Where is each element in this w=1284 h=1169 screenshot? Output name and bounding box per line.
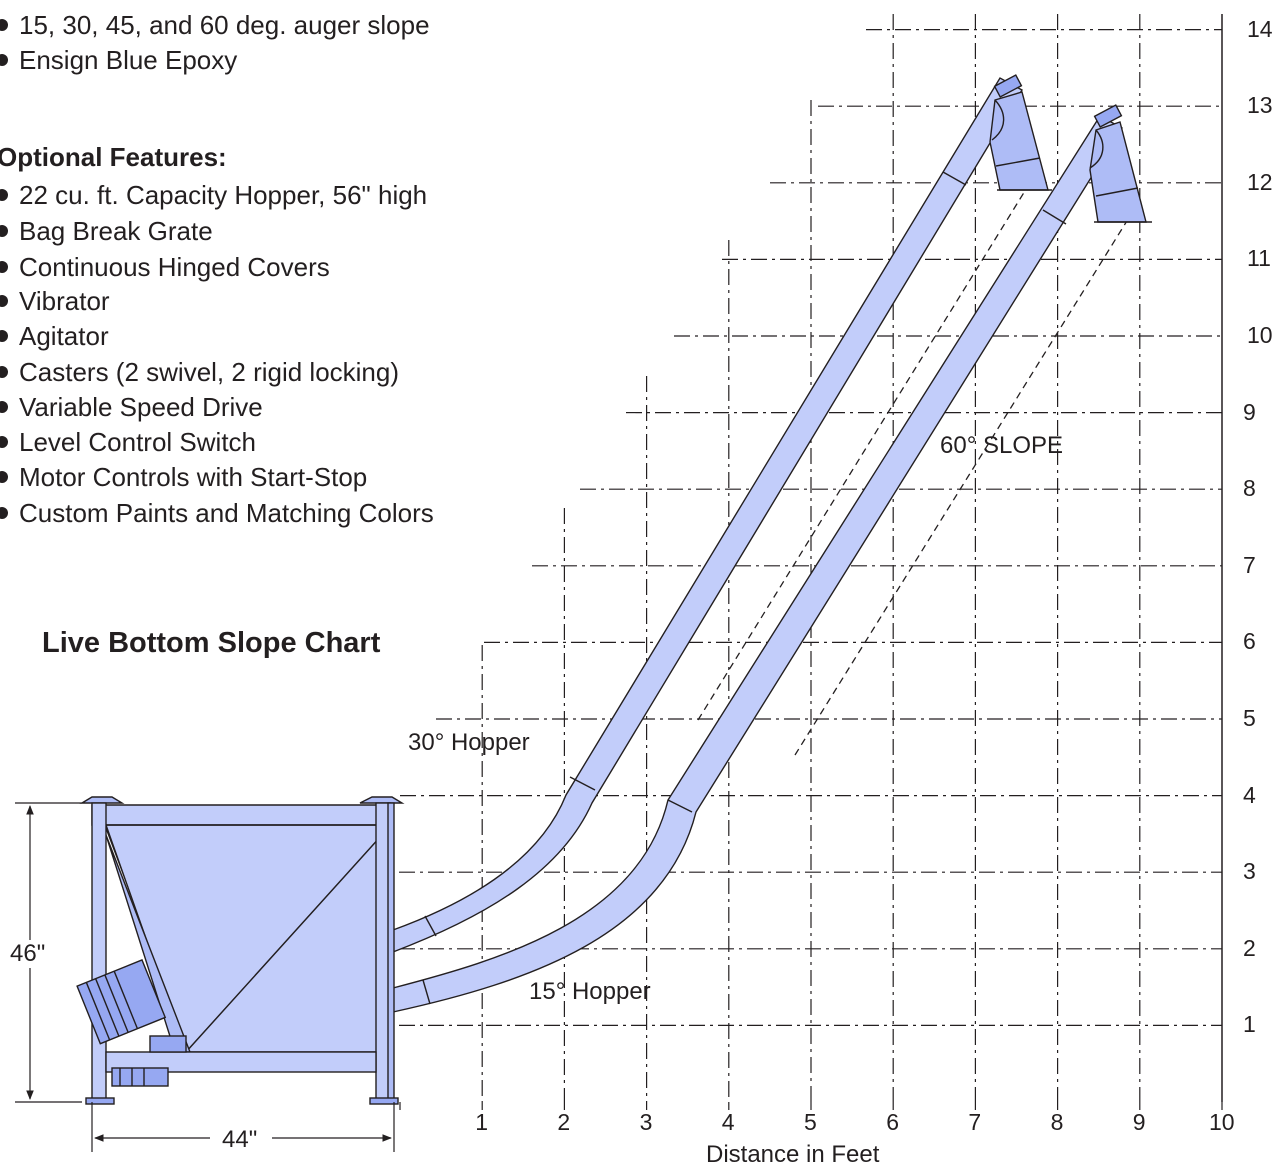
y-tick-label: 4 bbox=[1243, 781, 1256, 808]
bullet-icon bbox=[0, 54, 8, 67]
y-tick-label: 13 bbox=[1247, 92, 1273, 119]
x-tick-label: 3 bbox=[639, 1109, 653, 1135]
y-tick-label: 1 bbox=[1243, 1011, 1256, 1038]
y-tick-label: 12 bbox=[1247, 168, 1273, 195]
x-tick-label: 9 bbox=[1132, 1109, 1146, 1135]
height-dimension bbox=[15, 802, 82, 1103]
discharge-head-15 bbox=[1089, 104, 1152, 223]
x-tick-label: 1 bbox=[475, 1109, 488, 1135]
bullet-icon bbox=[0, 507, 8, 520]
x-tick-label: 5 bbox=[804, 1109, 817, 1135]
y-tick-label: 10 bbox=[1247, 322, 1273, 348]
bullet-icon bbox=[0, 366, 8, 379]
chart-title: Live Bottom Slope Chart bbox=[42, 627, 381, 659]
hopper-30-label: 30° Hopper bbox=[408, 729, 530, 756]
y-tick-label: 8 bbox=[1243, 475, 1256, 502]
x-tick-label: 6 bbox=[886, 1109, 899, 1135]
list-item: Vibrator bbox=[0, 286, 110, 316]
discharge-head-30 bbox=[989, 74, 1052, 191]
hopper-15-label: 15° Hopper bbox=[529, 978, 651, 1005]
y-tick-label: 11 bbox=[1247, 245, 1271, 272]
x-axis-label: Distance in Feet bbox=[706, 1141, 880, 1168]
list-item: Variable Speed Drive bbox=[0, 392, 263, 422]
bullet-icon bbox=[0, 401, 8, 414]
y-tick-label: 7 bbox=[1243, 551, 1256, 578]
auger-tube-15 bbox=[392, 115, 1123, 1013]
bullet-icon bbox=[0, 330, 8, 343]
bullet-icon bbox=[0, 261, 8, 274]
x-tick-label: 8 bbox=[1050, 1109, 1064, 1135]
y-tick-label: 6 bbox=[1243, 628, 1256, 655]
list-item: Casters (2 swivel, 2 rigid locking) bbox=[0, 357, 399, 387]
width-dimension-label: 44" bbox=[220, 1126, 260, 1154]
y-tick-label: 3 bbox=[1243, 858, 1256, 885]
list-item: Agitator bbox=[0, 321, 109, 351]
list-item: Continuous Hinged Covers bbox=[0, 252, 330, 282]
list-item: Motor Controls with Start-Stop bbox=[0, 462, 367, 492]
width-dimension bbox=[91, 1102, 395, 1152]
hopper bbox=[76, 796, 405, 1105]
x-tick-label: 10 bbox=[1209, 1109, 1235, 1135]
bullet-icon bbox=[0, 189, 8, 202]
x-tick-label: 4 bbox=[721, 1109, 735, 1135]
optional-features-heading: Optional Features: bbox=[0, 142, 227, 172]
bullet-icon bbox=[0, 225, 8, 238]
y-tick-label: 9 bbox=[1243, 398, 1256, 425]
list-item: 22 cu. ft. Capacity Hopper, 56" high bbox=[0, 180, 427, 210]
slope-reference-lines bbox=[697, 185, 1131, 756]
list-item: Level Control Switch bbox=[0, 427, 256, 457]
list-item: Ensign Blue Epoxy bbox=[0, 45, 237, 75]
auger-tube-30 bbox=[392, 77, 1023, 954]
bullet-icon bbox=[0, 471, 8, 484]
bullet-icon bbox=[0, 19, 8, 32]
y-tick-label: 14 bbox=[1247, 15, 1273, 42]
slope-label: 60° SLOPE bbox=[940, 432, 1063, 459]
list-item: Custom Paints and Matching Colors bbox=[0, 498, 434, 528]
x-tick-label: 7 bbox=[968, 1109, 982, 1135]
x-axis-tick-marks bbox=[399, 1102, 1223, 1110]
list-item: 15, 30, 45, and 60 deg. auger slope bbox=[0, 10, 430, 40]
list-item: Bag Break Grate bbox=[0, 216, 213, 246]
y-tick-label: 2 bbox=[1243, 934, 1256, 961]
x-tick-label: 2 bbox=[557, 1109, 571, 1135]
bullet-icon bbox=[0, 295, 8, 308]
bullet-icon bbox=[0, 436, 8, 449]
height-dimension-label: 46" bbox=[8, 940, 48, 968]
y-tick-label: 5 bbox=[1243, 705, 1256, 731]
